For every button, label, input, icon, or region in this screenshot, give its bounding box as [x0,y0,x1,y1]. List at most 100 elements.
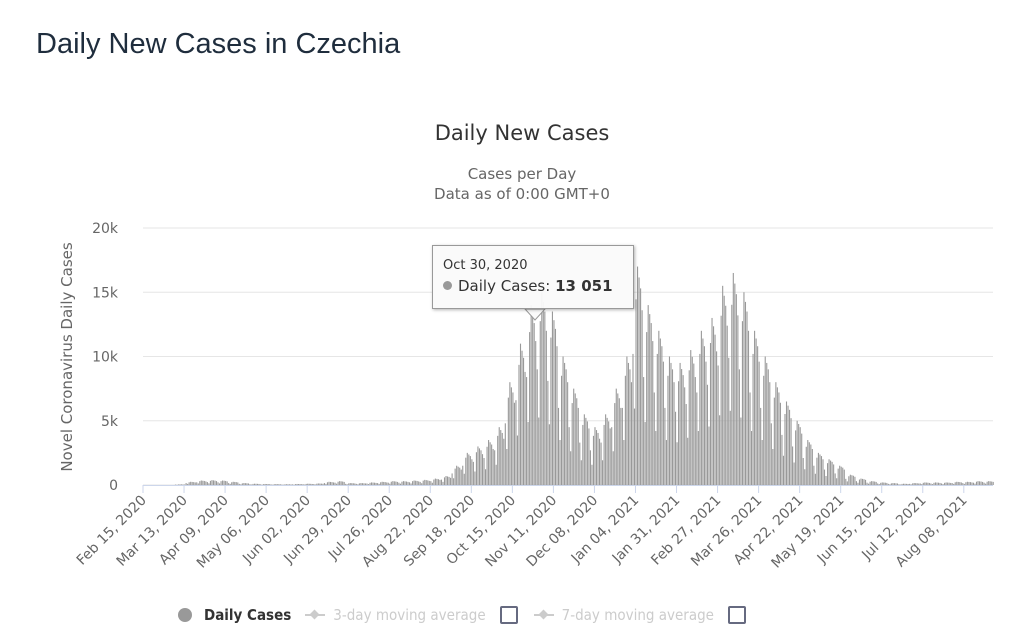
bar [980,481,982,485]
bar [734,283,736,485]
legend-daily-cases[interactable]: Daily Cases [178,606,291,624]
bar [690,350,692,485]
bar [927,482,929,485]
bar [801,433,803,485]
bar [770,423,772,485]
bar [545,330,547,485]
bar [404,481,406,485]
bar [498,427,500,485]
bar [884,482,886,485]
bar [442,481,444,485]
x-tick-label: Aug 22, 2020 [359,493,437,571]
bar [295,484,297,485]
bar [469,456,471,485]
bar [656,353,658,485]
bar [229,483,231,485]
bar [191,481,193,485]
bar [419,481,421,485]
x-tick-label: Mar 13, 2020 [114,493,191,570]
bar [503,438,505,485]
chart-subtitle: Cases per Day [468,165,577,183]
bar [244,483,246,485]
bar [472,461,474,485]
bar [816,457,818,485]
page-title: Daily New Cases in Czechia [36,28,401,60]
legend-7day-avg[interactable]: 7-day moving average [533,606,714,624]
bar [851,475,853,485]
bar [279,484,281,485]
bar [813,465,815,485]
bar [358,483,360,485]
bar [339,481,341,485]
bar [547,380,549,485]
bar [310,483,312,485]
bar [235,482,237,485]
bar [982,481,984,485]
bar [401,481,403,485]
checkbox-3day[interactable] [499,606,518,624]
bar [915,483,917,485]
bar [302,484,304,485]
diamond-line-icon [305,614,326,616]
tooltip-date: Oct 30, 2020 [443,258,528,273]
bar [231,482,233,485]
bar [320,483,322,485]
bar [506,449,508,485]
bar [618,398,620,485]
x-tick-label: Sep 18, 2020 [401,493,478,570]
bar [848,476,850,485]
legend-3day-avg[interactable]: 3-day moving average [305,606,486,624]
bar [223,480,225,485]
x-tick-label: Mar 26, 2021 [688,493,765,570]
bar [196,482,198,485]
bar [720,315,722,485]
bar [398,482,400,485]
bar [325,483,327,485]
bar [904,483,906,485]
bar [714,334,716,485]
bar [290,484,292,485]
bar [878,484,880,485]
bar [796,420,798,485]
bar [846,481,848,485]
bar [538,417,540,485]
bar [573,388,575,485]
bar [208,483,210,485]
bar [892,483,894,485]
bar [366,483,368,485]
bar [963,483,965,485]
bar [898,484,900,485]
bar [343,481,345,485]
checkbox-7day[interactable] [728,606,746,624]
bar [524,371,526,485]
bar [480,450,482,485]
bar [574,393,576,485]
bar [890,483,892,485]
bar [486,446,488,485]
bar [880,482,882,485]
bar [685,404,687,485]
bar [431,482,433,485]
bar [697,431,699,485]
bar [665,440,667,485]
bar [354,483,356,485]
bar [974,483,976,485]
bar [331,482,333,485]
bar [402,481,405,485]
bar [861,478,864,485]
bar [746,311,748,485]
bar [643,377,645,485]
bar [319,483,321,485]
bar [491,444,493,485]
bar [930,483,932,485]
x-tick-label: Dec 08, 2020 [524,493,602,571]
bar [448,476,450,485]
bar [785,401,788,485]
bar [384,482,386,485]
bar [360,483,362,485]
bar [924,482,926,485]
bar [644,422,646,485]
bar [901,483,903,485]
bar [434,478,436,485]
bar [270,484,272,485]
